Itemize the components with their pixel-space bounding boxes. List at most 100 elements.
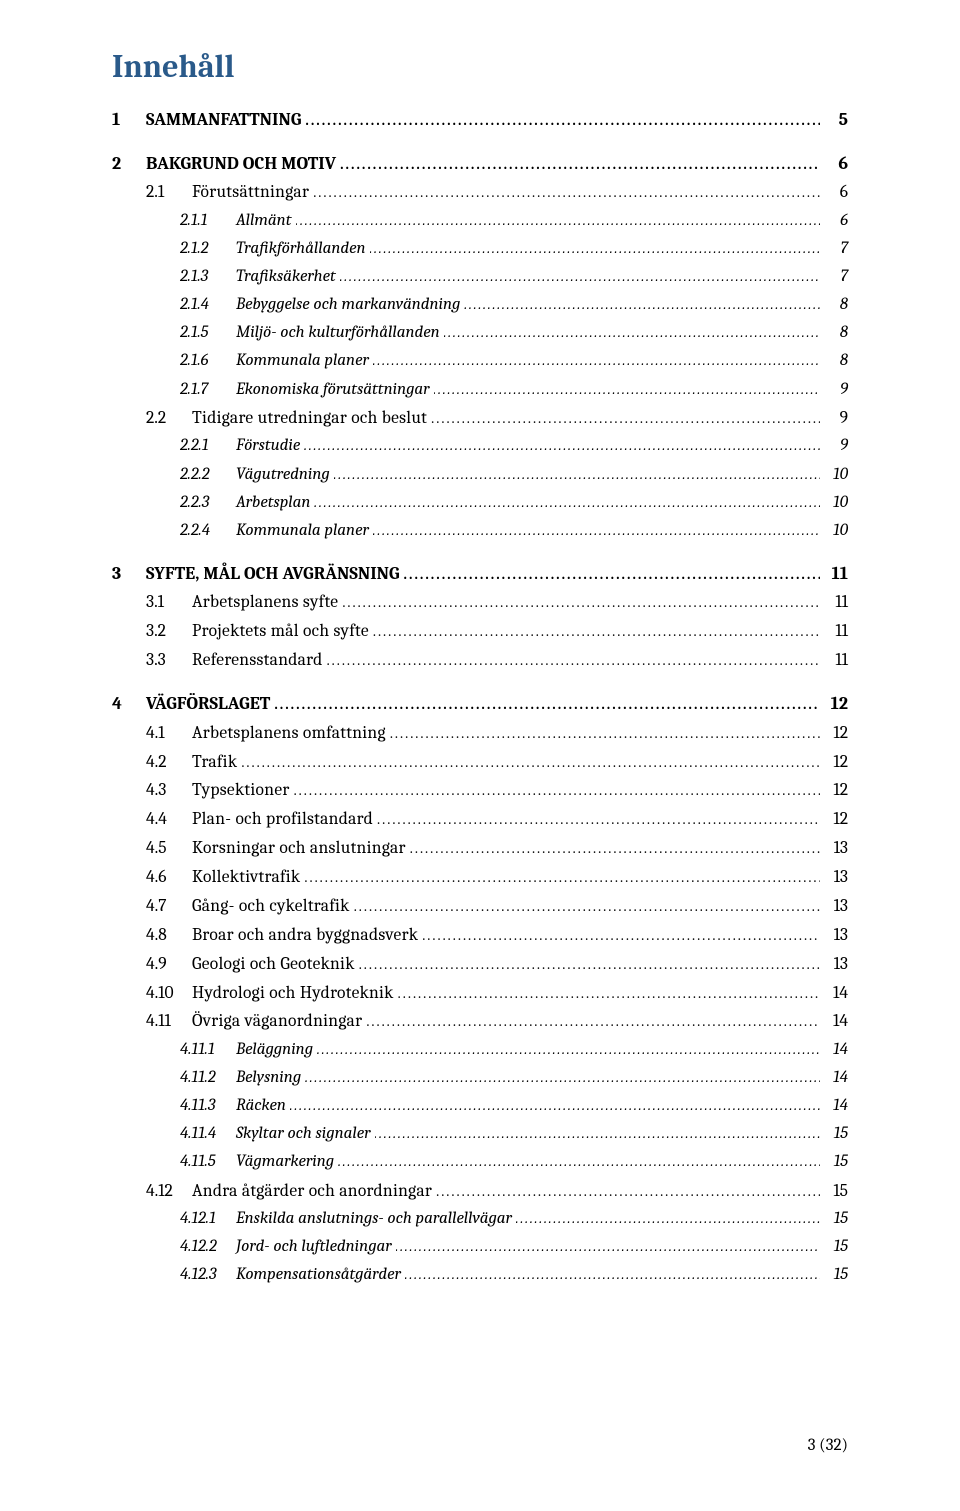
toc-page-number: 5 (824, 105, 848, 135)
toc-page-number: 9 (824, 432, 848, 460)
toc-number: 4.11 (146, 1007, 192, 1036)
toc-number: 4.3 (146, 776, 192, 805)
toc-page-number: 7 (824, 235, 848, 263)
toc-number: 2.2.3 (180, 489, 236, 517)
toc-label: Kollektivtrafik (192, 863, 300, 892)
toc-leader-dots (436, 1177, 820, 1206)
toc-label: Bebyggelse och markanvändning (236, 291, 460, 319)
toc-number: 2.2 (146, 404, 192, 433)
toc-label: Referensstandard (192, 646, 323, 675)
toc-page-number: 13 (824, 834, 848, 863)
toc-entry: 4.1Arbetsplanens omfattning12 (146, 719, 848, 748)
toc-page-number: 13 (824, 892, 848, 921)
toc-entry: 2.1.4Bebyggelse och markanvändning8 (180, 291, 848, 319)
toc-number: 2.1.5 (180, 319, 236, 347)
toc-page-number: 8 (824, 291, 848, 319)
toc-entry: 2.1.6Kommunala planer8 (180, 347, 848, 375)
toc-entry: 4.11.2Belysning14 (180, 1064, 848, 1092)
toc-page-number: 15 (824, 1205, 848, 1233)
toc-leader-dots (340, 263, 820, 291)
toc-page-number: 9 (824, 376, 848, 404)
toc-entry: 2.1.3Trafiksäkerhet7 (180, 263, 848, 291)
toc-leader-dots (464, 291, 820, 319)
toc-label: Räcken (236, 1092, 286, 1120)
toc-label: Gång- och cykeltrafik (192, 892, 350, 921)
toc-label: Trafiksäkerhet (236, 263, 336, 291)
toc-label: Ekonomiska förutsättningar (236, 376, 430, 404)
toc-page-number: 14 (824, 1036, 848, 1064)
toc-entry: 2.2.3Arbetsplan10 (180, 489, 848, 517)
toc-leader-dots (241, 748, 820, 777)
toc-leader-dots (305, 1064, 820, 1092)
toc-number: 4.6 (146, 863, 192, 892)
toc-page-number: 11 (824, 646, 848, 675)
toc-leader-dots (304, 432, 820, 460)
toc-number: 4.4 (146, 805, 192, 834)
toc-leader-dots (373, 517, 820, 545)
toc-leader-dots (422, 921, 820, 950)
toc-page-number: 8 (824, 319, 848, 347)
toc-leader-dots (314, 489, 820, 517)
toc-entry: 4.12.1Enskilda anslutnings- och parallel… (180, 1205, 848, 1233)
toc-entry: 4VÄGFÖRSLAGET12 (112, 689, 848, 719)
toc-leader-dots (338, 1148, 820, 1176)
toc-label: Trafikförhållanden (236, 235, 366, 263)
toc-label: Korsningar och anslutningar (192, 834, 406, 863)
toc-label: Förutsättningar (192, 178, 309, 207)
toc-leader-dots (370, 235, 820, 263)
toc-leader-dots (334, 461, 820, 489)
toc-number: 2.1.6 (180, 347, 236, 375)
toc-number: 4.5 (146, 834, 192, 863)
toc-page-number: 12 (824, 776, 848, 805)
toc-entry: 4.4Plan- och profilstandard12 (146, 805, 848, 834)
toc-label: Andra åtgärder och anordningar (192, 1177, 432, 1206)
toc-leader-dots (340, 149, 820, 179)
toc-leader-dots (327, 646, 820, 675)
toc-label: Plan- och profilstandard (192, 805, 373, 834)
toc-number: 4.11.5 (180, 1148, 236, 1176)
toc-page-number: 13 (824, 921, 848, 950)
toc-leader-dots (410, 834, 820, 863)
toc-page-number: 15 (824, 1233, 848, 1261)
toc-page-number: 14 (824, 1092, 848, 1120)
toc-page-number: 13 (824, 863, 848, 892)
toc-entry: 4.11.3Räcken14 (180, 1092, 848, 1120)
toc-label: Tidigare utredningar och beslut (192, 404, 427, 433)
toc-entry: 4.10Hydrologi och Hydroteknik14 (146, 979, 848, 1008)
toc-entry: 2.1.2Trafikförhållanden7 (180, 235, 848, 263)
toc-number: 2.1.3 (180, 263, 236, 291)
table-of-contents: 1SAMMANFATTNING52BAKGRUND OCH MOTIV62.1F… (112, 105, 848, 1290)
toc-label: Belysning (236, 1064, 301, 1092)
toc-page-number: 12 (824, 748, 848, 777)
toc-label: Enskilda anslutnings- och parallellvägar (236, 1205, 512, 1233)
toc-entry: 4.7Gång- och cykeltrafik13 (146, 892, 848, 921)
toc-number: 3.2 (146, 617, 192, 646)
toc-entry: 3SYFTE, MÅL OCH AVGRÄNSNING11 (112, 559, 848, 589)
toc-page-number: 12 (824, 689, 848, 719)
toc-leader-dots (294, 776, 820, 805)
toc-number: 2.2.4 (180, 517, 236, 545)
toc-entry: 4.12.2Jord- och luftledningar15 (180, 1233, 848, 1261)
toc-label: Beläggning (236, 1036, 313, 1064)
toc-number: 2.1.7 (180, 376, 236, 404)
toc-page-number: 15 (824, 1177, 848, 1206)
toc-number: 1 (112, 105, 146, 135)
toc-number: 4.11.1 (180, 1036, 236, 1064)
toc-leader-dots (354, 892, 820, 921)
toc-page-number: 10 (824, 461, 848, 489)
toc-entry: 4.12.3Kompensationsåtgärder15 (180, 1261, 848, 1289)
toc-page-number: 8 (824, 347, 848, 375)
toc-entry: 2.1.7Ekonomiska förutsättningar 9 (180, 376, 848, 404)
toc-number: 4.12.3 (180, 1261, 236, 1289)
toc-number: 3.3 (146, 646, 192, 675)
toc-page-number: 11 (824, 588, 848, 617)
toc-page-number: 12 (824, 719, 848, 748)
toc-entry: 2BAKGRUND OCH MOTIV6 (112, 149, 848, 179)
toc-label: BAKGRUND OCH MOTIV (146, 149, 336, 179)
toc-entry: 2.2.1Förstudie9 (180, 432, 848, 460)
toc-number: 4.11.2 (180, 1064, 236, 1092)
page-footer: 3 (32) (808, 1436, 848, 1455)
toc-label: Projektets mål och syfte (192, 617, 369, 646)
toc-label: VÄGFÖRSLAGET (146, 689, 270, 719)
toc-entry: 4.11.1Beläggning 14 (180, 1036, 848, 1064)
